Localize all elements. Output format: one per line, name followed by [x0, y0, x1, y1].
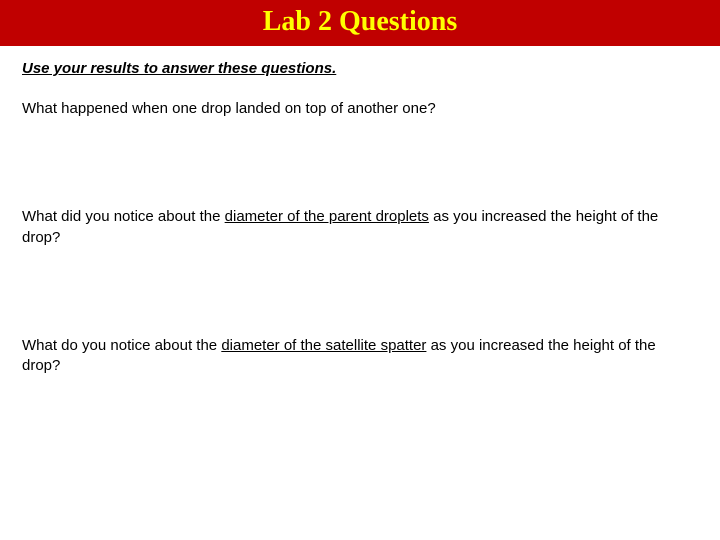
question-3-pre: What do you notice about the [22, 337, 221, 354]
question-2-pre: What did you notice about the [22, 208, 225, 225]
question-2-underlined: diameter of the parent droplets [225, 208, 429, 225]
instruction-text: Use your results to answer these questio… [22, 60, 698, 77]
page-title: Lab 2 Questions [0, 6, 720, 38]
title-band: Lab 2 Questions [0, 0, 720, 46]
question-1-pre: What happened when one drop landed on to… [22, 100, 436, 117]
question-3-underlined: diameter of the satellite spatter [221, 337, 426, 354]
question-2: What did you notice about the diameter o… [22, 207, 698, 248]
question-1: What happened when one drop landed on to… [22, 99, 698, 119]
content-area: Use your results to answer these questio… [0, 46, 720, 376]
question-3: What do you notice about the diameter of… [22, 336, 698, 377]
